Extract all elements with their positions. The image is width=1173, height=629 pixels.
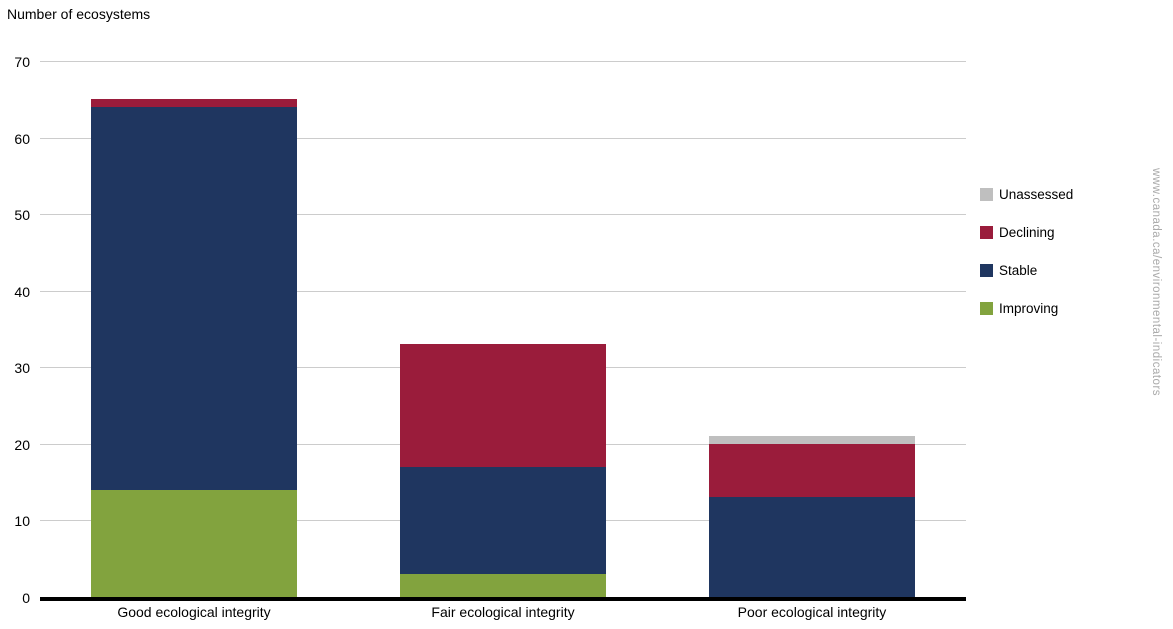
legend-item-unassessed: Unassessed [980,186,1073,203]
legend-swatch-declining [980,226,993,239]
legend-swatch-stable [980,264,993,277]
x-axis-label-fair-ecological-integrity: Fair ecological integrity [431,604,575,620]
legend-label-improving: Improving [999,301,1059,316]
gridline-70 [40,61,966,62]
legend-swatch-improving [980,302,993,315]
watermark-url: www.canada.ca/environmental-indicators [1150,168,1162,397]
bar-segment-declining-poor-ecological-integrity [709,444,915,497]
y-tick-label-30: 30 [14,360,30,376]
y-tick-label-10: 10 [14,513,30,529]
legend: Unassessed Declining Stable Improving [980,186,1073,317]
legend-item-stable: Stable [980,262,1073,279]
y-tick-label-60: 60 [14,131,30,147]
bar-segment-declining-fair-ecological-integrity [400,344,606,467]
y-tick-label-40: 40 [14,284,30,300]
x-axis-label-good-ecological-integrity: Good ecological integrity [117,604,271,620]
legend-label-declining: Declining [999,225,1055,240]
gridline-40 [40,291,966,292]
y-tick-label-50: 50 [14,207,30,223]
bar-segment-declining-good-ecological-integrity [91,99,297,107]
legend-item-improving: Improving [980,300,1073,317]
bar-segment-stable-good-ecological-integrity [91,107,297,490]
bar-segment-stable-poor-ecological-integrity [709,497,915,597]
bar-segment-improving-good-ecological-integrity [91,490,297,597]
y-tick-label-0: 0 [22,590,30,606]
x-axis-label-poor-ecological-integrity: Poor ecological integrity [737,604,887,620]
legend-swatch-unassessed [980,188,993,201]
legend-item-declining: Declining [980,224,1073,241]
bar-segment-unassessed-poor-ecological-integrity [709,436,915,444]
y-tick-label-70: 70 [14,54,30,70]
legend-label-stable: Stable [999,263,1038,278]
gridline-60 [40,138,966,139]
y-tick-label-20: 20 [14,437,30,453]
chart-title: Number of ecosystems [7,6,151,22]
x-axis-line [40,597,966,601]
gridline-50 [40,214,966,215]
bar-segment-stable-fair-ecological-integrity [400,467,606,574]
legend-label-unassessed: Unassessed [999,187,1074,202]
bar-segment-improving-fair-ecological-integrity [400,574,606,597]
